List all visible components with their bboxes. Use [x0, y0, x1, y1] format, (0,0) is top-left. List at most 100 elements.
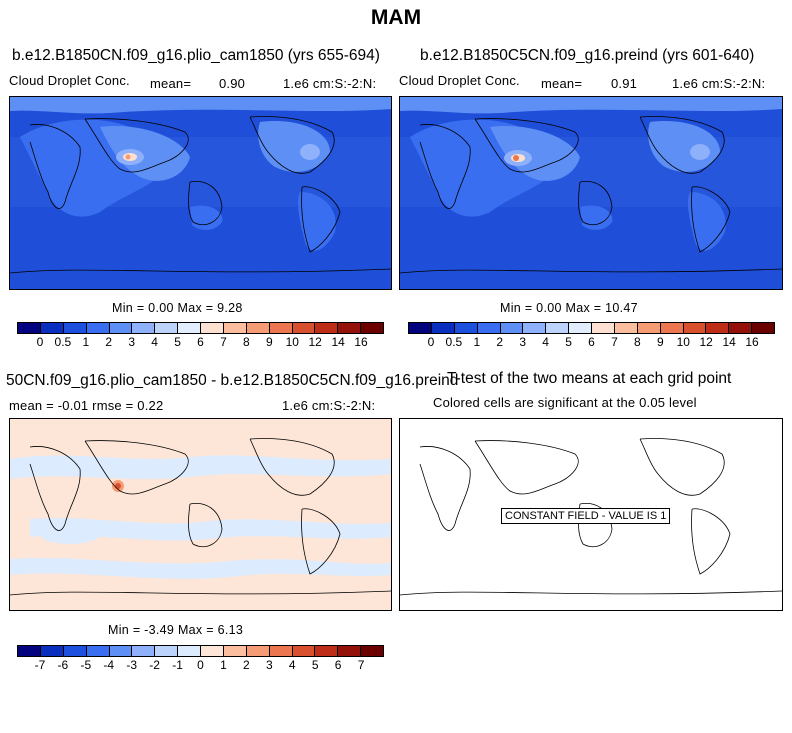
panel1-units: 1.e6 cm:S:-2:N:: [283, 76, 377, 91]
panel2-variable-label: Cloud Droplet Conc.: [399, 73, 520, 88]
panel3-title: 50CN.f09_g16.plio_cam1850 - b.e12.B1850C…: [6, 372, 459, 389]
panel3-colorbar-tick-label: -4: [103, 658, 115, 672]
panel2-colorbar-tick-label: 14: [722, 335, 736, 349]
panel1-map: [9, 96, 392, 290]
panel3-colorbar-tick-label: 0: [197, 658, 204, 672]
panel1-colorbar-tick-label: 12: [308, 335, 322, 349]
panel1-colorbar: [17, 322, 384, 334]
panel1-colorbar-tick-label: 8: [243, 335, 250, 349]
panel1-asia-region: [100, 126, 190, 181]
panel3-colorbar-tick-label: -5: [80, 658, 92, 672]
panel3-colorbar-swatch: [18, 646, 41, 656]
panel1-colorbar-swatch: [18, 323, 41, 333]
panel2-colorbar-swatch: [683, 323, 707, 333]
panel2-colorbar-swatch: [546, 323, 570, 333]
panel1-colorbar-tick-label: 2: [105, 335, 113, 349]
panel3-colorbar-swatch: [132, 646, 156, 656]
panel3-colorbar-tick-label: 6: [334, 658, 342, 672]
panel2-colorbar-swatch: [523, 323, 547, 333]
panel1-colorbar-tick-label: 10: [285, 335, 299, 349]
panel1-colorbar-tick-label: 3: [128, 335, 136, 349]
panel1-colorbar-tick-label: 7: [220, 335, 227, 349]
panel2-asia-max: [513, 155, 519, 161]
panel1-colorbar-swatch: [315, 323, 339, 333]
panel2-colorbar-tick-label: 4: [542, 335, 549, 349]
panel3-colorbar-swatch: [155, 646, 179, 656]
panel2-colorbar-tick-label: 5: [565, 335, 572, 349]
panel2-colorbar: [408, 322, 775, 334]
panel3-colorbar-tick-label: 5: [311, 658, 319, 672]
panel3-colorbar-swatch: [338, 646, 362, 656]
panel3-colorbar-tick-label: 7: [357, 658, 365, 672]
panel3-colorbar-tick-label: 2: [243, 658, 250, 672]
panel1-map-svg: [10, 97, 391, 289]
panel3-colorbar-swatch: [223, 646, 247, 656]
panel1-colorbar-tick-label: 5: [174, 335, 181, 349]
panel1-colorbar-swatch: [338, 323, 362, 333]
panel3-stats: mean = -0.01 rmse = 0.22: [9, 398, 164, 413]
panel2-colorbar-tick-label: 9: [656, 335, 664, 349]
panel3-asia-peak: [115, 483, 121, 489]
panel3-colorbar-swatch: [63, 646, 87, 656]
panel1-mean-label: mean=: [150, 76, 192, 91]
panel2-asia-region: [490, 126, 580, 181]
panel3-colorbar-swatch: [269, 646, 293, 656]
panel2-colorbar-tick-label: 10: [676, 335, 690, 349]
panel1-colorbar-swatch: [40, 323, 64, 333]
panel2-colorbar-tick-label: 7: [611, 335, 618, 349]
panel1-colorbar-swatch: [292, 323, 316, 333]
panel1-colorbar-swatch: [246, 323, 270, 333]
panel2-colorbar-swatch: [706, 323, 730, 333]
panel1-colorbar-tick-label: 6: [197, 335, 204, 349]
panel2-colorbar-tick-label: 1: [473, 335, 481, 349]
panel3-colorbar-tick-label: 1: [220, 658, 227, 672]
panel3-map: [9, 418, 392, 611]
panel3-colorbar-tick-label: -7: [34, 658, 46, 672]
panel1-title: b.e12.B1850CN.f09_g16.plio_cam1850 (yrs …: [12, 47, 380, 64]
panel2-min-max: Min = 0.00 Max = 10.47: [500, 301, 638, 315]
panel2-colorbar-tick-label: 6: [588, 335, 595, 349]
panel4-title: T-test of the two means at each grid poi…: [447, 370, 732, 387]
panel1-colorbar-swatch: [269, 323, 293, 333]
panel1-colorbar-swatch: [63, 323, 87, 333]
panel2-arctic-region: [400, 97, 782, 114]
panel3-colorbar-swatch: [201, 646, 224, 656]
panel1-colorbar-swatch: [132, 323, 156, 333]
panel2-coastlines: [400, 116, 782, 274]
panel2-colorbar-tick-label: 0.5: [445, 335, 463, 349]
panel2-colorbar-tick-label: 16: [745, 335, 759, 349]
panel3-colorbar: [17, 645, 384, 657]
panel3-colorbar-tick-label: 4: [288, 658, 296, 672]
panel1-coastlines: [10, 116, 391, 274]
panel2-colorbar-swatch: [454, 323, 478, 333]
panel2-colorbar-swatch: [500, 323, 524, 333]
panel2-mean-value: 0.91: [611, 76, 638, 91]
panel2-colorbar-tick-label: 12: [699, 335, 713, 349]
panel2-map-svg: [400, 97, 782, 289]
panel3-colorbar-swatch: [361, 646, 383, 656]
panel2-colorbar-tick-label: 8: [634, 335, 641, 349]
panel3-colorbar-swatch: [178, 646, 201, 656]
panel4-coastlines: [400, 438, 782, 596]
panel1-colorbar-swatch: [178, 323, 201, 333]
panel1-colorbar-swatch: [86, 323, 110, 333]
panel3-colorbar-swatch: [86, 646, 110, 656]
panel3-colorbar-tick-label: 3: [265, 658, 273, 672]
panel2-colorbar-swatch: [592, 323, 615, 333]
panel1-antarctica: [10, 272, 391, 289]
panel1-min-max: Min = 0.00 Max = 9.28: [112, 301, 243, 315]
panel1-variable-label: Cloud Droplet Conc.: [9, 73, 130, 88]
panel1-colorbar-tick-label: 14: [331, 335, 345, 349]
panel1-colorbar-tick-label: 0.5: [54, 335, 72, 349]
panel1-colorbar-swatch: [109, 323, 133, 333]
panel2-colorbar-swatch: [431, 323, 455, 333]
panel1-arctic-region: [10, 97, 391, 114]
panel2-map: [399, 96, 783, 290]
panel2-units: 1.e6 cm:S:-2:N:: [672, 76, 766, 91]
panel4-subtitle: Colored cells are significant at the 0.0…: [433, 395, 697, 410]
panel2-mean-label: mean=: [541, 76, 583, 91]
panel1-colorbar-swatch: [201, 323, 224, 333]
panel1-colorbar-swatch: [223, 323, 247, 333]
constant-field-label: CONSTANT FIELD - VALUE IS 1: [501, 508, 671, 524]
panel2-eastern-us: [690, 144, 710, 160]
